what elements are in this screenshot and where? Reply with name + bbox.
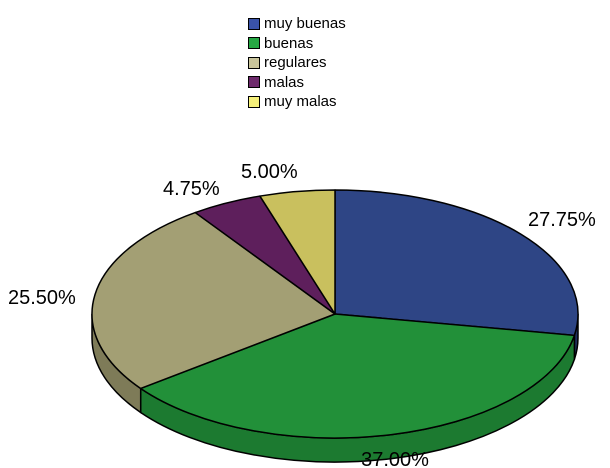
legend-swatch bbox=[248, 17, 260, 30]
pie-slices bbox=[91, 189, 579, 439]
legend-label: muy buenas bbox=[264, 15, 346, 32]
pie-slice-regulares bbox=[91, 211, 336, 390]
pie-labels: 27.75% 37.00% 25.50% 4.75% 5.00% bbox=[8, 161, 596, 468]
data-label-buenas: 37.00% bbox=[361, 449, 429, 468]
pie-slice-buenas bbox=[139, 313, 576, 439]
legend-label: regulares bbox=[264, 54, 327, 71]
legend-item: buenas bbox=[248, 34, 346, 54]
legend-item: malas bbox=[248, 73, 346, 93]
data-label-muy-buenas: 27.75% bbox=[528, 209, 596, 231]
legend-label: buenas bbox=[264, 34, 314, 52]
legend-label: malas bbox=[264, 73, 305, 91]
legend: muy buenas buenas regulares malas muy ma… bbox=[248, 14, 346, 112]
legend-swatch bbox=[248, 56, 260, 69]
legend-swatch bbox=[248, 95, 260, 108]
legend-item: regulares bbox=[248, 53, 346, 73]
pie-slice-muy-buenas bbox=[334, 189, 579, 337]
data-label-malas: 4.75% bbox=[163, 178, 220, 200]
legend-item: muy malas bbox=[248, 92, 346, 112]
legend-swatch bbox=[248, 37, 260, 50]
data-label-regulares: 25.50% bbox=[8, 287, 76, 309]
legend-swatch bbox=[248, 76, 260, 89]
data-label-muy-malas: 5.00% bbox=[241, 161, 298, 183]
legend-label: muy malas bbox=[264, 93, 337, 110]
legend-item: muy buenas bbox=[248, 14, 346, 34]
pie-slice-muy-malas bbox=[259, 189, 336, 315]
